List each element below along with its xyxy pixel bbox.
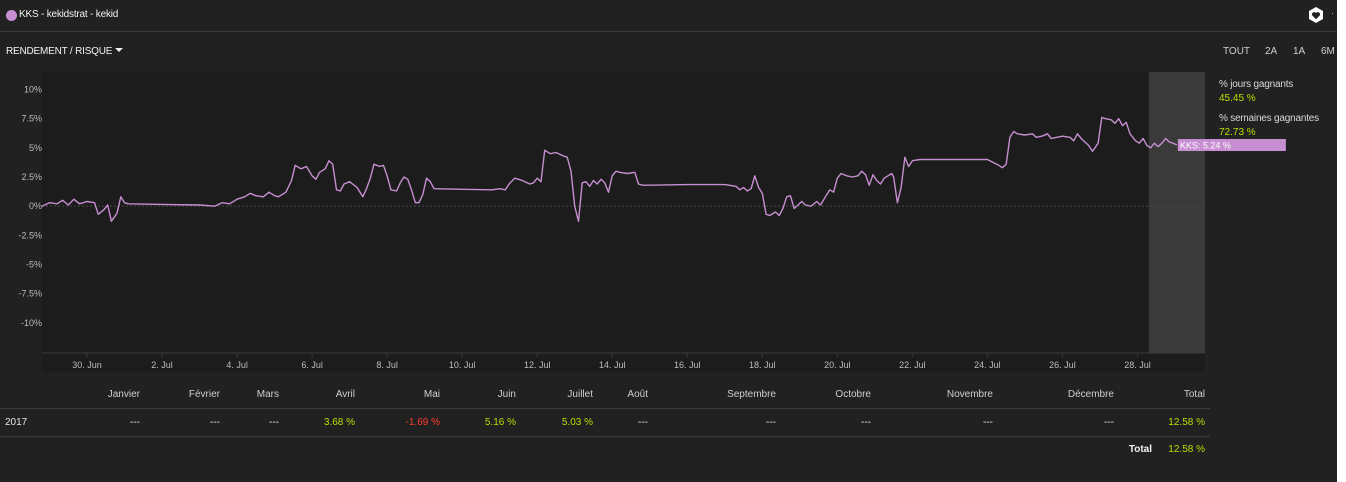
chart-toolbar: RENDEMENT / RISQUE TOUT 2A 1A 6M (0, 32, 1337, 70)
range-button-1y[interactable]: 1A (1293, 46, 1306, 57)
cell-apr: 3.68 % (323, 417, 355, 428)
col-header-may: Mai (423, 389, 440, 400)
grand-total-row: Total 12.58 % (0, 437, 1210, 461)
y-tick-label: 10% (24, 85, 42, 95)
y-tick-label: 0% (29, 201, 42, 211)
top-bar: KKS - kekidstrat - kekid · (0, 0, 1337, 32)
x-tick-label: 14. Jul (599, 360, 626, 370)
shield-icon[interactable] (1307, 6, 1325, 24)
win-days-value: 45.45 % (1219, 93, 1256, 104)
performance-line-chart[interactable]: 10% 7.5% 5% 2.5% 0% -2.5% -5% -7.5% -10% 30. Jun 2… (0, 70, 1286, 375)
col-header-apr: Avril (335, 389, 355, 400)
range-button-6m[interactable]: 6M (1321, 46, 1335, 57)
cell-dec: --- (1104, 417, 1114, 428)
value-tooltip-label: KKS: 5.24 % (1180, 141, 1231, 151)
col-header-aug: Août (627, 389, 648, 400)
performance-series-line (41, 116, 1178, 222)
col-header-mar: Mars (256, 389, 279, 400)
x-tick-label: 26. Jul (1049, 360, 1076, 370)
x-tick-label: 30. Jun (72, 360, 102, 370)
col-header-feb: Février (188, 389, 220, 400)
y-tick-label: 2.5% (21, 172, 42, 182)
value-tooltip-box (1177, 139, 1286, 152)
win-days-label: % jours gagnants (1219, 79, 1294, 90)
col-header-jan: Janvier (107, 389, 140, 400)
cell-nov: --- (983, 417, 993, 428)
col-header-nov: Novembre (946, 389, 993, 400)
col-header-jun: Juin (497, 389, 516, 400)
overflow-menu-icon[interactable]: · (1331, 8, 1334, 18)
cell-aug: --- (638, 417, 648, 428)
x-tick-label: 22. Jul (899, 360, 926, 370)
y-tick-label: -10% (21, 318, 42, 328)
win-weeks-value: 72.73 % (1219, 127, 1256, 138)
cell-may: -1.69 % (405, 417, 440, 428)
view-dropdown-label: RENDEMENT / RISQUE (6, 46, 113, 57)
row-year: 2017 (5, 417, 28, 428)
cell-jul: 5.03 % (561, 417, 593, 428)
cell-feb: --- (210, 417, 220, 428)
col-header-total: Total (1183, 389, 1205, 400)
cell-oct: --- (861, 417, 871, 428)
grand-total-value: 12.58 % (1168, 444, 1205, 455)
range-button-2y[interactable]: 2A (1265, 46, 1278, 57)
chart-plot-area (42, 72, 1205, 372)
y-tick-label: 7.5% (21, 114, 42, 124)
range-button-all[interactable]: TOUT (1223, 46, 1251, 57)
table-row-2017[interactable]: 2017 --- --- --- 3.68 % -1.69 % 5.16 % 5… (0, 409, 1210, 437)
y-tick-label: -7.5% (18, 289, 42, 299)
y-tick-label: -2.5% (18, 230, 42, 240)
x-tick-label: 18. Jul (749, 360, 776, 370)
grand-total-label: Total (1128, 444, 1152, 455)
cell-jan: --- (130, 417, 140, 428)
col-header-dec: Décembre (1067, 389, 1114, 400)
x-tick-label: 28. Jul (1124, 360, 1151, 370)
y-tick-label: 5% (29, 143, 42, 153)
cell-mar: --- (269, 417, 279, 428)
cell-jun: 5.16 % (484, 417, 516, 428)
col-header-oct: Octobre (835, 389, 871, 400)
cell-total: 12.58 % (1168, 417, 1205, 428)
x-tick-label: 12. Jul (524, 360, 551, 370)
col-header-sep: Septembre (727, 389, 776, 400)
col-header-jul: Juillet (567, 389, 593, 400)
x-tick-label: 16. Jul (674, 360, 701, 370)
x-tick-label: 2. Jul (151, 360, 173, 370)
table-header-row: Janvier Février Mars Avril Mai Juin Juil… (0, 380, 1210, 409)
caret-down-icon (115, 48, 124, 52)
cell-sep: --- (766, 417, 776, 428)
y-tick-label: -5% (26, 260, 42, 270)
x-tick-label: 6. Jul (301, 360, 323, 370)
x-tick-label: 24. Jul (974, 360, 1001, 370)
x-tick-label: 8. Jul (376, 360, 398, 370)
x-tick-label: 10. Jul (449, 360, 476, 370)
x-tick-label: 20. Jul (824, 360, 851, 370)
stats-panel: % jours gagnants 45.45 % % semaines gagn… (1219, 79, 1337, 147)
selected-range-band (1148, 72, 1205, 353)
win-weeks-label: % semaines gagnantes (1219, 113, 1319, 124)
x-tick-label: 4. Jul (226, 360, 248, 370)
strategy-title: KKS - kekidstrat - kekid (19, 9, 119, 20)
view-dropdown[interactable]: RENDEMENT / RISQUE (6, 46, 124, 57)
strategy-color-dot (6, 10, 17, 21)
